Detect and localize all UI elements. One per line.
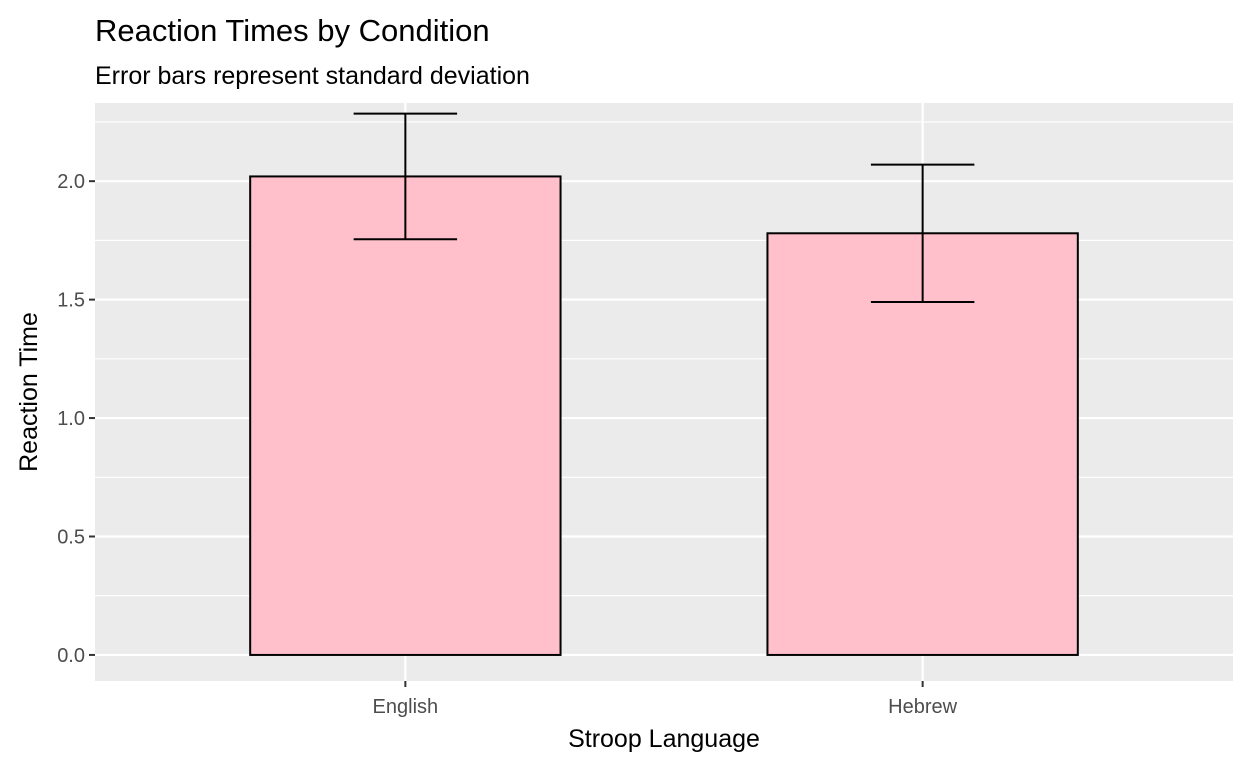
error-bars (353, 112, 975, 303)
bar-english (249, 175, 562, 656)
error-bar-hebrew (870, 163, 975, 303)
x-tick-label: English (373, 696, 439, 718)
y-tick-label: 0.5 (57, 527, 85, 549)
x-tick-label: Hebrew (888, 696, 957, 718)
x-axis-label: Stroop Language (568, 725, 760, 753)
y-tick-label: 2.0 (57, 171, 85, 193)
error-bar-english (353, 112, 458, 241)
bar-hebrew (766, 232, 1079, 656)
y-axis: 0.0 0.5 1.0 1.5 2.0 (57, 171, 95, 667)
y-axis-label: Reaction Time (15, 312, 43, 472)
bars (249, 175, 1079, 656)
x-axis: English Hebrew (373, 681, 958, 718)
chart-subtitle: Error bars represent standard deviation (95, 62, 530, 90)
chart-title: Reaction Times by Condition (95, 13, 490, 48)
y-tick-label: 0.0 (57, 645, 85, 667)
y-tick-label: 1.5 (57, 290, 85, 312)
y-tick-label: 1.0 (57, 408, 85, 430)
